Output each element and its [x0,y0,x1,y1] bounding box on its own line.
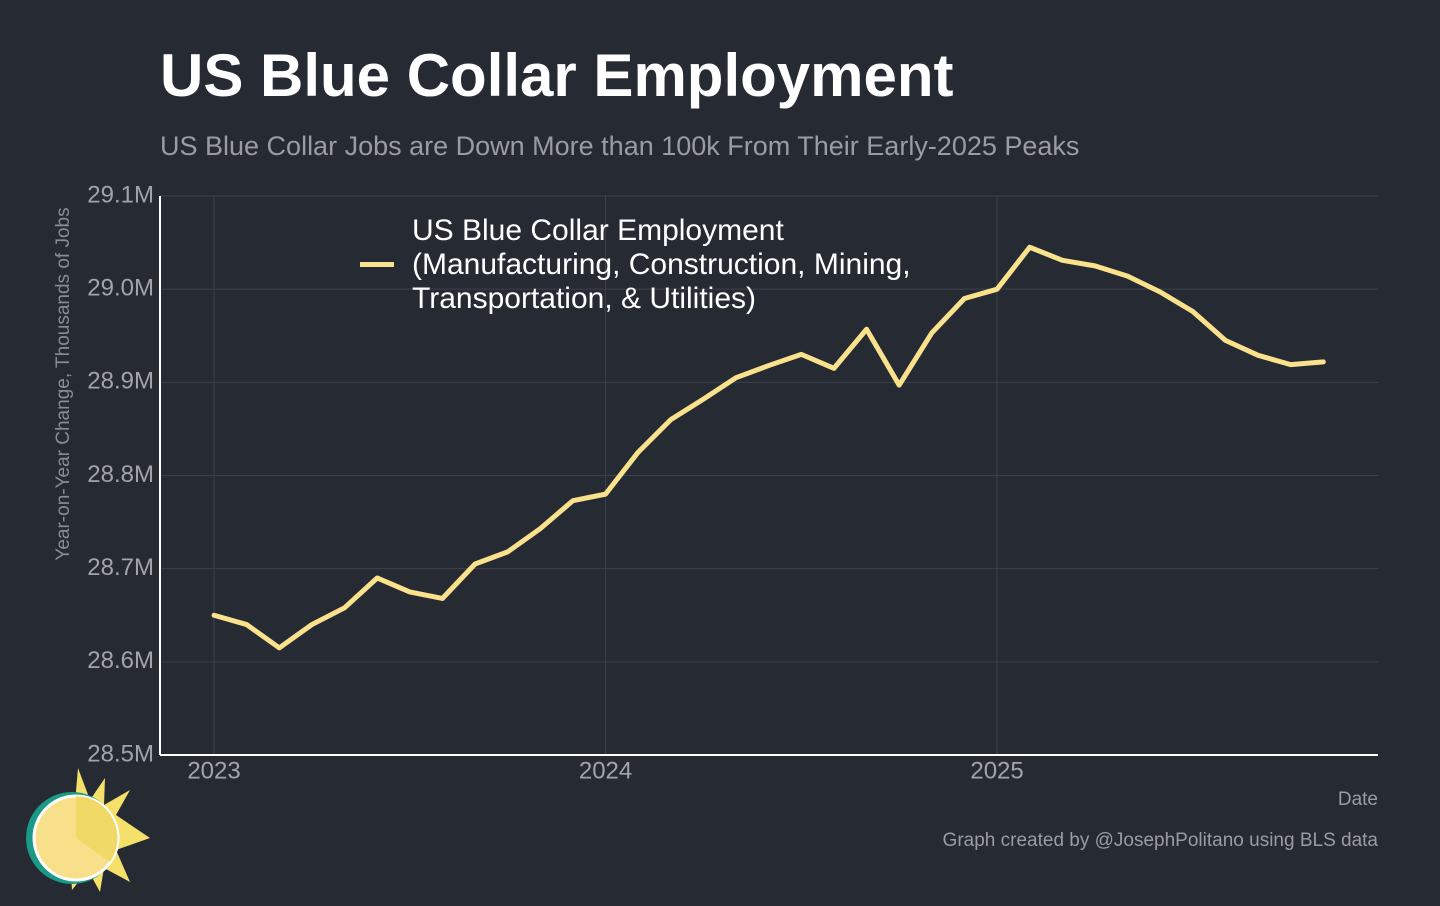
legend-label: US Blue Collar Employment (Manufacturing… [412,214,911,315]
chart-title: US Blue Collar Employment [160,42,953,109]
y-tick-label: 28.9M [87,368,154,395]
legend: US Blue Collar Employment (Manufacturing… [360,214,911,316]
y-axis-label: Year-on-Year Change, Thousands of Jobs [53,207,74,560]
y-tick-label: 29.0M [87,275,154,302]
caption: Graph created by @JosephPolitano using B… [943,830,1379,851]
logo [26,768,150,892]
y-tick-label: 28.6M [87,647,154,674]
x-tick-label: 2025 [970,757,1023,784]
legend-key [360,262,394,267]
x-axis-label: Date [1338,789,1378,810]
y-tick-label: 29.1M [87,181,154,208]
marks [211,244,1326,651]
series-line [211,244,1326,651]
x-tick-label: 2023 [187,757,240,784]
y-tick-label: 28.7M [87,554,154,581]
y-tick-label: 28.8M [87,461,154,488]
chart-subtitle: US Blue Collar Jobs are Down More than 1… [160,131,1079,161]
y-tick-label: 28.5M [87,740,154,767]
x-tick-label: 2024 [579,757,632,784]
